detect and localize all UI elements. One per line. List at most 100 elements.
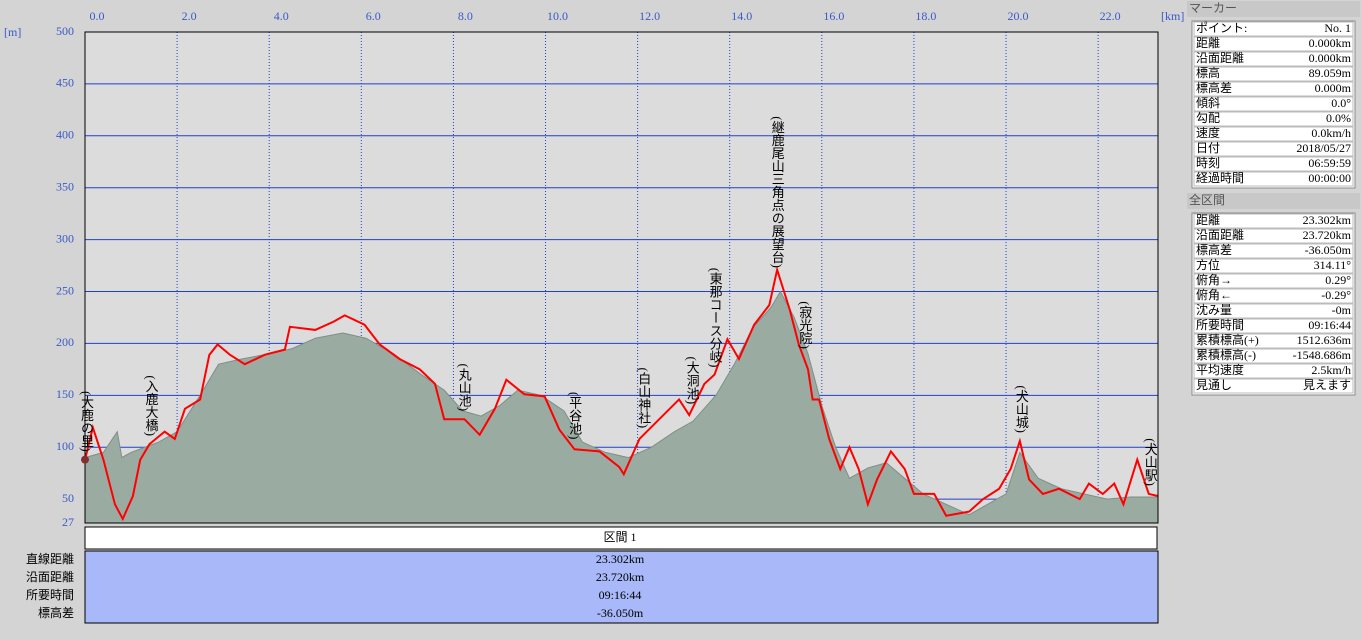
panel-value: 89.059m	[1309, 66, 1352, 80]
panel-title: 全区間	[1189, 192, 1225, 207]
panel-label: 平均速度	[1196, 362, 1244, 377]
y-tick-label: 300	[56, 231, 74, 245]
row-label: 沿面距離	[26, 570, 74, 584]
panel-label: 標高差	[1196, 80, 1232, 95]
terrain-area	[84, 290, 1159, 524]
panel-header	[1187, 1, 1360, 17]
panel-value: -1548.686m	[1293, 348, 1352, 362]
panel-label: 傾斜	[1196, 96, 1220, 110]
x-tick-label: 20.0	[1008, 9, 1029, 23]
panel-label: 累積標高(-)	[1196, 347, 1256, 362]
panel-value: 0.000km	[1309, 36, 1352, 50]
y-tick-label: 450	[56, 76, 74, 90]
panel-cell	[1193, 36, 1354, 52]
panel-label: 時刻	[1196, 156, 1220, 170]
panel-cell	[1193, 378, 1354, 394]
y-tick-label: 250	[56, 283, 74, 297]
panel-cell	[1193, 141, 1354, 157]
place-annotation: (犬山城)	[1014, 385, 1029, 433]
panel-label: 日付	[1196, 141, 1220, 155]
panel-value: 見えます	[1303, 378, 1351, 392]
panel-value: -0m	[1332, 303, 1352, 317]
panel-cell	[1193, 363, 1354, 379]
panel-label: ポイント:	[1196, 21, 1247, 35]
panel-header	[1187, 193, 1360, 209]
panel-label: 俯角←	[1196, 287, 1232, 302]
panel-value: 314.11°	[1314, 258, 1352, 272]
panel-value: 06:59:59	[1308, 156, 1351, 170]
panel-cell	[1193, 81, 1354, 97]
table-header	[84, 526, 1158, 550]
x-tick-label: 22.0	[1100, 9, 1121, 23]
x-unit: [km]	[1161, 9, 1184, 23]
panel-value: 0.000m	[1315, 81, 1352, 95]
panel-label: 距離	[1196, 213, 1220, 227]
place-annotation: (継鹿尾山三角点の展望台)	[770, 116, 785, 268]
plot-frame	[84, 31, 1159, 524]
place-annotation: (白山神社)	[636, 367, 651, 428]
panel-value: 23.720km	[1303, 228, 1352, 242]
table-body	[84, 550, 1159, 624]
panel-cell	[1193, 156, 1354, 172]
panel-cell	[1193, 303, 1354, 319]
place-annotation: (大鹿の里)	[79, 391, 94, 452]
panel-cell	[1193, 288, 1354, 304]
x-tick-label: 6.0	[366, 9, 381, 23]
panel-value: No. 1	[1324, 21, 1351, 35]
panel-box	[1191, 20, 1356, 189]
y-tick-label: 350	[56, 179, 74, 193]
elevation-line	[84, 265, 1159, 522]
row-value: 23.302km	[596, 552, 645, 566]
panel-label: 標高差	[1196, 242, 1232, 257]
panel-cell	[1193, 333, 1354, 349]
x-tick-label: 0.0	[90, 9, 105, 23]
panel-label: 方位	[1196, 257, 1220, 272]
panel-label: 勾配	[1196, 111, 1220, 125]
panel-value: 00:00:00	[1308, 171, 1351, 185]
y-tick-label: 50	[62, 491, 74, 505]
panel-cell	[1193, 66, 1354, 82]
x-tick-label: 10.0	[547, 9, 568, 23]
panel-label: 沿面距離	[1196, 51, 1244, 65]
panel-value: 2018/05/27	[1296, 141, 1351, 155]
panel-value: -36.050m	[1305, 243, 1352, 257]
panel-value: 0.0°	[1331, 96, 1351, 110]
row-value: 23.720km	[596, 570, 645, 584]
panel-label: 速度	[1196, 125, 1220, 140]
panel-cell	[1193, 111, 1354, 127]
place-annotation: (入鹿大橋)	[143, 375, 158, 436]
panel-cell	[1193, 21, 1354, 37]
panel-label: 所要時間	[1196, 318, 1244, 332]
y-unit: [m]	[4, 25, 21, 39]
place-annotation: (大洞池)	[685, 357, 700, 405]
x-tick-label: 2.0	[182, 9, 197, 23]
panel-cell	[1193, 258, 1354, 274]
start-marker	[81, 455, 89, 464]
panel-value: 0.0%	[1326, 111, 1351, 125]
place-annotation: (丸山池)	[457, 364, 472, 412]
panel-cell	[1193, 228, 1354, 244]
y-tick-label: 27	[62, 515, 74, 529]
x-tick-label: 14.0	[731, 9, 752, 23]
panel-label: 標高	[1196, 65, 1220, 80]
panel-value: 1512.636m	[1297, 333, 1352, 347]
x-tick-label: 12.0	[639, 9, 660, 23]
place-annotation: (犬山駅)	[1143, 438, 1158, 486]
panel-value: 09:16:44	[1308, 318, 1351, 332]
panel-cell	[1193, 126, 1354, 142]
panel-value: 23.302km	[1303, 213, 1352, 227]
panel-label: 沿面距離	[1196, 228, 1244, 242]
y-tick-label: 200	[56, 335, 74, 349]
y-tick-label: 400	[56, 128, 74, 142]
y-tick-label: 100	[56, 439, 74, 453]
row-value: -36.050m	[597, 606, 644, 620]
panel-label: 見通し	[1196, 378, 1232, 392]
panel-cell	[1193, 243, 1354, 259]
panel-title: マーカー	[1189, 1, 1237, 15]
panel-label: 距離	[1196, 36, 1220, 50]
panel-cell	[1193, 51, 1354, 67]
panel-cell	[1193, 96, 1354, 112]
panel-value: -0.29°	[1321, 288, 1351, 302]
place-annotation: (寂光院)	[797, 301, 812, 349]
